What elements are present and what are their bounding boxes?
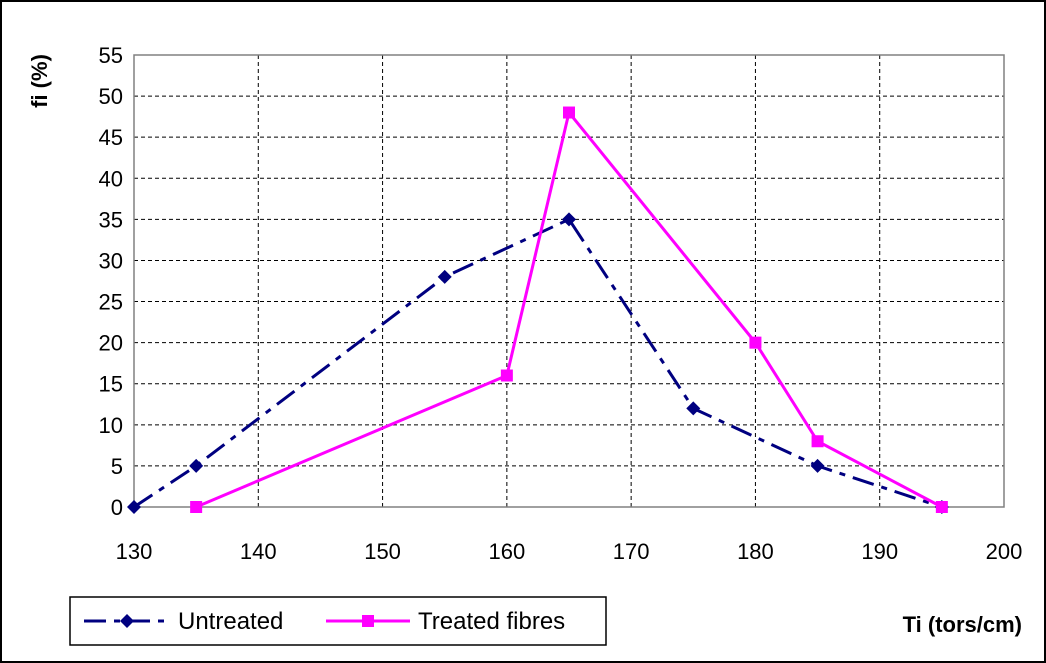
x-tick-label: 150 — [364, 539, 401, 564]
data-point-untreated — [189, 458, 204, 473]
y-tick-label: 30 — [99, 248, 123, 273]
data-point-treated-fibres — [500, 369, 513, 382]
x-tick-label: 180 — [737, 539, 774, 564]
legend-untreated-marker — [120, 614, 134, 628]
series-line-treated-fibres — [195, 109, 943, 509]
x-tick-label: 170 — [613, 539, 650, 564]
data-point-treated-fibres — [190, 501, 203, 513]
data-point-untreated — [562, 212, 576, 227]
legend-untreated-label: Untreated — [178, 608, 283, 635]
data-point-treated-fibres — [935, 501, 948, 513]
data-point-treated-fibres — [811, 435, 824, 448]
y-tick-label: 45 — [99, 125, 123, 150]
y-tick-label: 40 — [99, 166, 123, 191]
y-tick-label: 5 — [111, 454, 123, 479]
y-tick-label: 15 — [99, 372, 123, 397]
x-tick-labels: 130 140 150 160 170 180 190 200 — [116, 539, 1023, 564]
legend-treated-label: Treated fibres — [418, 608, 565, 635]
y-tick-label: 55 — [99, 43, 123, 68]
y-tick-label: 0 — [111, 495, 123, 520]
x-tick-label: 160 — [488, 539, 525, 564]
legend: Untreated Treated fibres — [69, 596, 607, 646]
x-tick-label: 200 — [986, 539, 1023, 564]
x-tick-label: 140 — [240, 539, 277, 564]
y-tick-label: 50 — [99, 84, 123, 109]
plot-area — [133, 54, 1005, 508]
y-tick-label: 10 — [99, 413, 123, 438]
y-tick-label: 25 — [99, 290, 123, 315]
y-tick-labels: 0 5 10 15 20 25 30 35 40 45 50 55 — [99, 43, 123, 520]
x-tick-label: 190 — [861, 539, 898, 564]
x-tick-label: 130 — [116, 539, 153, 564]
y-tick-label: 20 — [99, 331, 123, 356]
data-point-untreated — [810, 458, 825, 473]
data-point-untreated — [686, 401, 701, 416]
data-point-untreated — [127, 500, 141, 514]
y-tick-label: 35 — [99, 207, 123, 232]
data-point-treated-fibres — [749, 336, 762, 349]
legend-treated-marker — [362, 615, 374, 627]
series — [127, 106, 949, 514]
x-axis-label: Ti (tors/cm) — [903, 612, 1022, 637]
data-point-untreated — [437, 269, 452, 284]
data-point-treated-fibres — [563, 106, 575, 119]
y-axis-label: fi (%) — [27, 54, 52, 108]
